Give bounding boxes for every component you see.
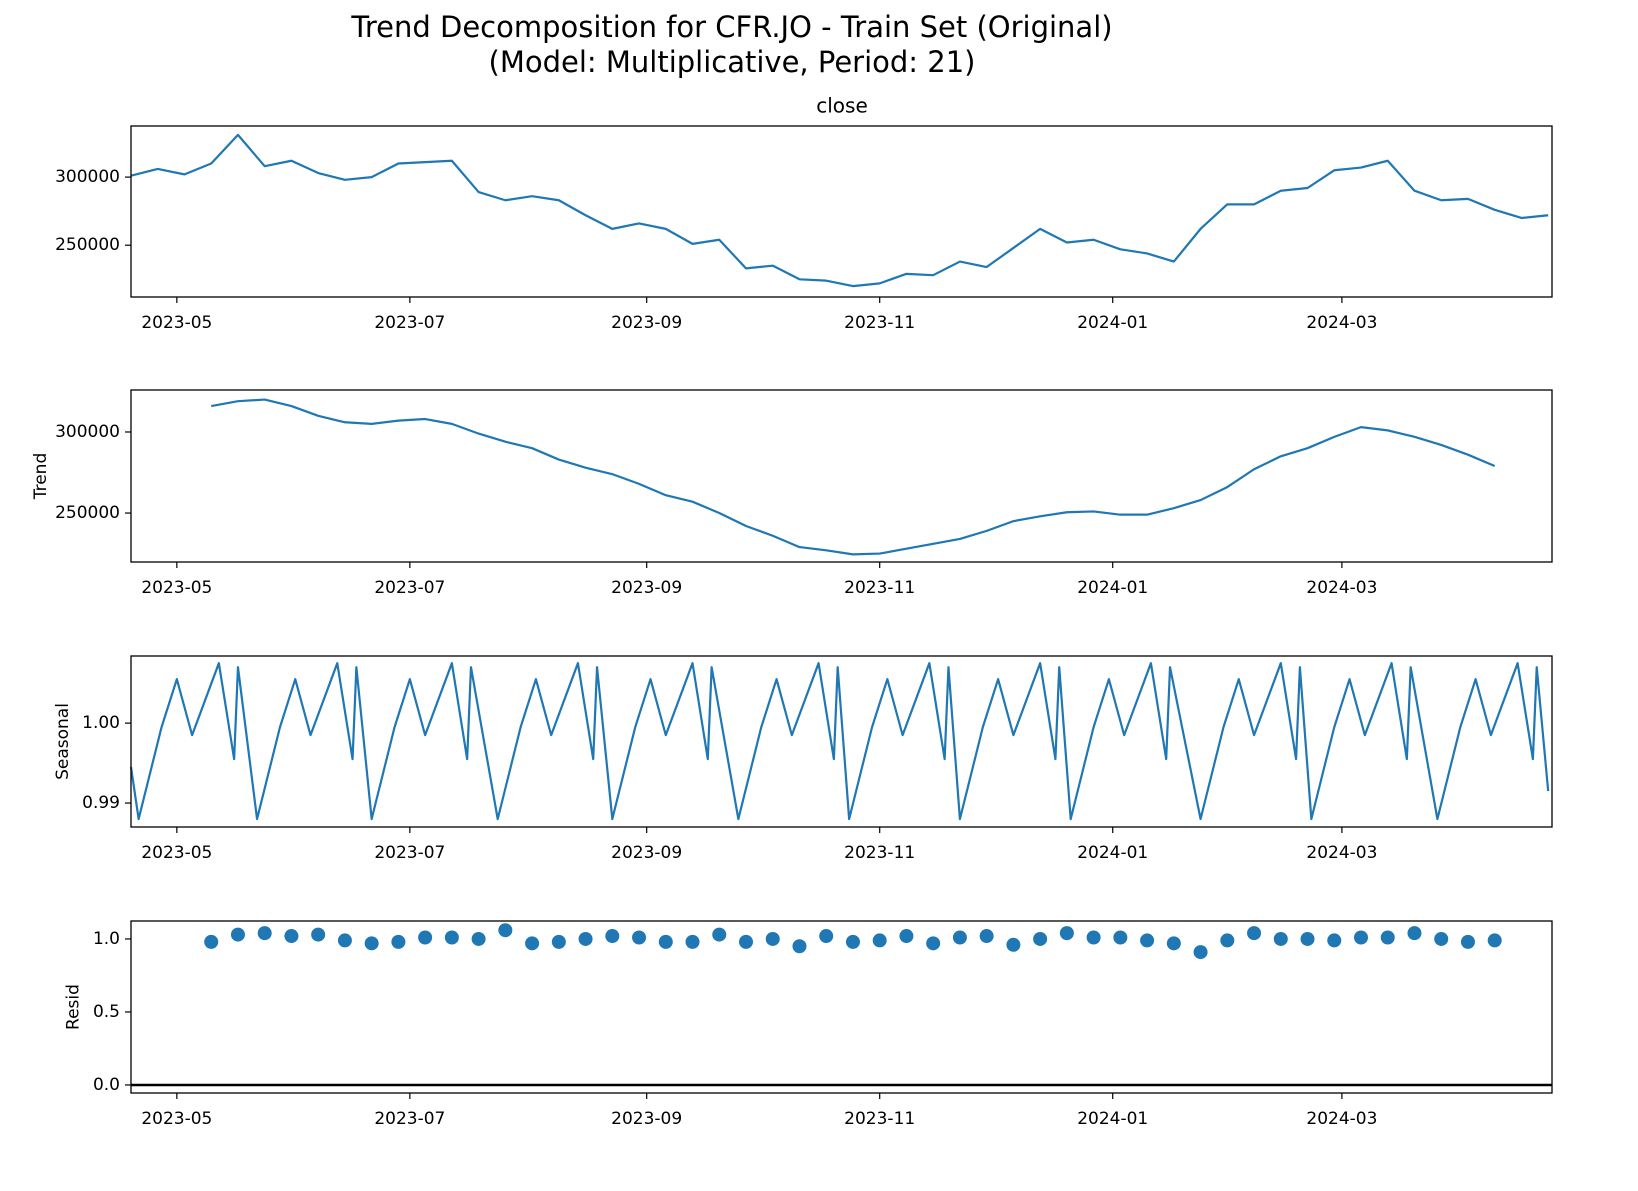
data-point bbox=[1140, 933, 1155, 948]
data-point bbox=[444, 930, 459, 945]
data-point bbox=[391, 934, 406, 949]
y-tick-label: 250000 bbox=[55, 503, 120, 523]
data-point bbox=[685, 934, 700, 949]
data-point bbox=[1033, 931, 1048, 946]
x-tick-label: 2023-05 bbox=[141, 1109, 212, 1129]
data-point bbox=[1434, 931, 1449, 946]
data-point bbox=[792, 939, 807, 954]
data-point bbox=[551, 934, 566, 949]
data-point bbox=[605, 929, 620, 944]
data-point bbox=[1086, 930, 1101, 945]
data-point bbox=[712, 927, 727, 942]
x-tick-label: 2024-03 bbox=[1306, 843, 1377, 863]
data-point bbox=[1193, 945, 1208, 960]
data-line bbox=[129, 662, 1550, 821]
data-point bbox=[1247, 926, 1262, 941]
x-tick-label: 2023-11 bbox=[844, 1109, 915, 1129]
x-tick-label: 2023-09 bbox=[611, 578, 682, 598]
y-tick-label: 0.0 bbox=[93, 1075, 120, 1095]
data-point bbox=[498, 923, 513, 938]
data-point bbox=[765, 931, 780, 946]
data-point bbox=[337, 933, 352, 948]
data-point bbox=[1113, 930, 1128, 945]
axes-frame bbox=[130, 125, 1553, 298]
data-point bbox=[311, 927, 326, 942]
data-point bbox=[418, 930, 433, 945]
data-point bbox=[632, 930, 647, 945]
data-point bbox=[284, 929, 299, 944]
data-point bbox=[1300, 931, 1315, 946]
data-point bbox=[658, 934, 673, 949]
x-tick-label: 2024-03 bbox=[1306, 313, 1377, 333]
data-point bbox=[1059, 926, 1074, 941]
y-tick-label: 300000 bbox=[55, 422, 120, 442]
data-point bbox=[739, 934, 754, 949]
data-point bbox=[979, 929, 994, 944]
data-point bbox=[1354, 930, 1369, 945]
data-point bbox=[1327, 933, 1342, 948]
y-axis-label: Resid bbox=[64, 984, 84, 1030]
data-point bbox=[1273, 931, 1288, 946]
y-tick-label: 1.00 bbox=[82, 713, 120, 733]
data-point bbox=[578, 931, 593, 946]
panel-title: close bbox=[816, 94, 868, 118]
data-point bbox=[845, 934, 860, 949]
x-tick-label: 2023-05 bbox=[141, 578, 212, 598]
x-tick-label: 2023-09 bbox=[611, 313, 682, 333]
data-line bbox=[130, 133, 1549, 288]
x-tick-label: 2024-01 bbox=[1077, 578, 1148, 598]
x-tick-label: 2024-01 bbox=[1077, 843, 1148, 863]
data-point bbox=[926, 936, 941, 951]
data-point bbox=[872, 933, 887, 948]
y-tick-label: 300000 bbox=[55, 167, 120, 187]
chart-title: Trend Decomposition for CFR.JO - Train S… bbox=[350, 10, 1112, 44]
x-tick-label: 2023-11 bbox=[844, 313, 915, 333]
y-tick-label: 0.5 bbox=[93, 1002, 120, 1022]
data-point bbox=[1380, 930, 1395, 945]
x-tick-label: 2023-07 bbox=[374, 1109, 445, 1129]
x-tick-label: 2023-09 bbox=[611, 1109, 682, 1129]
y-tick-label: 0.99 bbox=[82, 793, 120, 813]
x-tick-label: 2023-07 bbox=[374, 843, 445, 863]
x-tick-label: 2024-01 bbox=[1077, 313, 1148, 333]
data-point bbox=[1407, 926, 1422, 941]
data-point bbox=[204, 934, 219, 949]
y-axis-label: Seasonal bbox=[53, 703, 73, 780]
x-tick-label: 2023-09 bbox=[611, 843, 682, 863]
data-point bbox=[471, 931, 486, 946]
axes-frame bbox=[130, 389, 1553, 563]
x-tick-label: 2024-01 bbox=[1077, 1109, 1148, 1129]
x-tick-label: 2023-11 bbox=[844, 578, 915, 598]
y-tick-label: 1.0 bbox=[93, 929, 120, 949]
data-line bbox=[211, 398, 1496, 556]
x-tick-label: 2024-03 bbox=[1306, 578, 1377, 598]
x-tick-label: 2023-11 bbox=[844, 843, 915, 863]
data-point bbox=[952, 930, 967, 945]
data-point bbox=[1166, 936, 1181, 951]
data-point bbox=[1460, 934, 1475, 949]
x-tick-label: 2023-07 bbox=[374, 313, 445, 333]
data-point bbox=[257, 926, 272, 941]
data-point bbox=[899, 929, 914, 944]
axes-frame bbox=[130, 655, 1553, 828]
data-point bbox=[364, 936, 379, 951]
data-point bbox=[1220, 933, 1235, 948]
x-tick-label: 2023-05 bbox=[141, 313, 212, 333]
chart-subtitle: (Model: Multiplicative, Period: 21) bbox=[489, 45, 976, 79]
y-axis-label: Trend bbox=[31, 453, 51, 501]
data-point bbox=[1006, 937, 1021, 952]
x-tick-label: 2023-05 bbox=[141, 843, 212, 863]
y-tick-label: 250000 bbox=[55, 235, 120, 255]
data-point bbox=[1487, 933, 1502, 948]
data-point bbox=[819, 929, 834, 944]
data-point bbox=[525, 936, 540, 951]
x-tick-label: 2024-03 bbox=[1306, 1109, 1377, 1129]
data-point bbox=[230, 927, 245, 942]
axes-frame bbox=[130, 920, 1553, 1094]
x-tick-label: 2023-07 bbox=[374, 578, 445, 598]
